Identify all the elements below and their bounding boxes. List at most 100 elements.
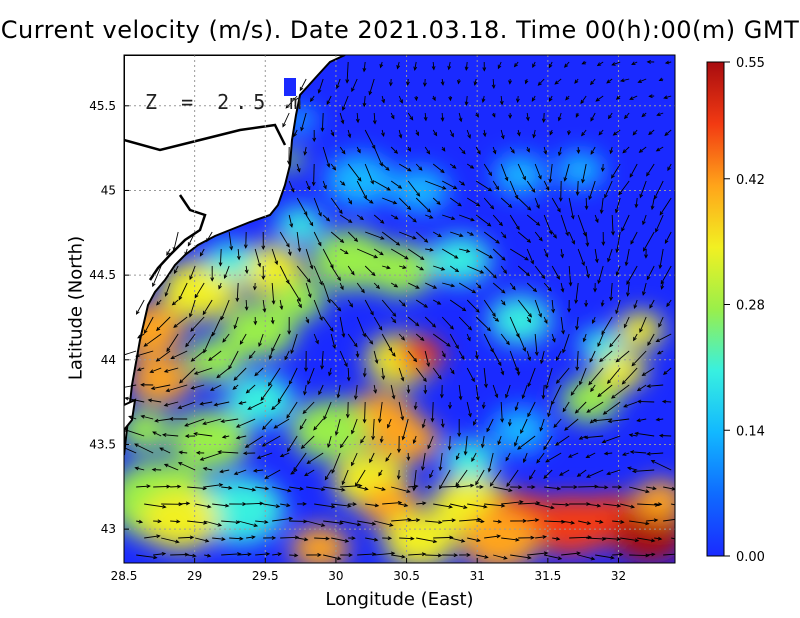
velocity-arrow [323, 486, 346, 492]
velocity-arrow [424, 146, 431, 155]
velocity-arrow [347, 265, 355, 276]
velocity-arrow [322, 180, 327, 190]
velocity-arrow [401, 418, 409, 441]
velocity-arrow [557, 112, 562, 122]
velocity-arrow [407, 180, 421, 197]
velocity-arrow [548, 61, 553, 69]
velocity-arrow [629, 450, 647, 454]
velocity-arrow [466, 231, 475, 236]
velocity-arrow [424, 282, 438, 289]
velocity-arrow [351, 78, 358, 93]
velocity-arrow [509, 180, 519, 200]
velocity-arrow [467, 503, 488, 509]
velocity-arrow [532, 61, 536, 69]
velocity-arrow [336, 384, 341, 399]
velocity-arrow [655, 214, 664, 233]
velocity-arrow [631, 61, 638, 65]
velocity-arrow [629, 95, 638, 100]
velocity-arrow [580, 95, 587, 105]
velocity-arrow [458, 350, 465, 360]
velocity-arrow [264, 469, 281, 479]
velocity-arrow [483, 265, 497, 279]
velocity-arrow [362, 401, 367, 424]
velocity-arrow [193, 432, 213, 437]
velocity-arrow [583, 435, 604, 440]
velocity-arrow [171, 299, 179, 306]
velocity-arrow [323, 554, 342, 561]
velocity-arrow [507, 418, 512, 427]
velocity-arrow [386, 418, 392, 429]
velocity-arrow [458, 282, 477, 294]
velocity-arrow [449, 367, 455, 375]
velocity-arrow [290, 469, 298, 475]
velocity-arrow [382, 197, 398, 205]
velocity-arrow [457, 78, 461, 85]
y-tick-label: 44 [101, 353, 116, 367]
velocity-arrow [362, 95, 367, 108]
velocity-arrow [644, 248, 648, 259]
velocity-arrow [558, 180, 563, 202]
velocity-arrow [534, 163, 542, 180]
velocity-arrow [520, 418, 528, 434]
colorbar-tick-label: 0.00 [736, 550, 765, 565]
velocity-arrow [552, 536, 561, 541]
velocity-arrow [505, 452, 511, 462]
velocity-arrow [522, 452, 528, 464]
velocity-arrow [330, 163, 337, 171]
velocity-arrow [432, 367, 442, 380]
velocity-arrow [347, 299, 354, 308]
velocity-arrow [390, 214, 399, 220]
velocity-arrow [560, 316, 565, 335]
velocity-arrow [574, 401, 587, 414]
velocity-arrow [328, 367, 332, 377]
velocity-arrow [382, 265, 391, 270]
velocity-arrow [356, 146, 361, 154]
velocity-arrow [618, 180, 630, 196]
velocity-arrow [517, 197, 532, 211]
velocity-arrow [414, 95, 419, 102]
velocity-blob [461, 510, 539, 563]
velocity-blob [396, 337, 444, 373]
velocity-arrow [475, 316, 492, 332]
velocity-arrow [517, 163, 526, 181]
velocity-arrow [153, 484, 171, 489]
velocity-arrow [441, 180, 458, 190]
velocity-arrow [166, 333, 179, 353]
velocity-arrow [399, 231, 417, 240]
velocity-arrow [415, 231, 429, 243]
velocity-arrow [609, 333, 621, 348]
velocity-arrow [596, 61, 604, 67]
velocity-arrow [493, 554, 508, 560]
velocity-arrow [593, 282, 597, 293]
velocity-arrow [548, 163, 553, 184]
velocity-arrow [188, 299, 196, 318]
velocity-arrow [480, 435, 485, 449]
x-axis-label: Longitude (East) [325, 589, 474, 610]
velocity-arrow [424, 350, 430, 368]
velocity-arrow [562, 401, 570, 413]
velocity-arrow [516, 129, 521, 137]
velocity-arrow [271, 282, 276, 305]
velocity-arrow [270, 316, 275, 325]
velocity-arrow [492, 282, 506, 294]
velocity-arrow [543, 214, 553, 235]
velocity-arrow [286, 401, 298, 419]
velocity-arrow [353, 384, 358, 401]
velocity-arrow [429, 469, 434, 479]
velocity-arrow [567, 299, 571, 313]
velocity-arrow [543, 316, 548, 325]
velocity-arrow [624, 248, 630, 267]
velocity-arrow [415, 367, 427, 383]
velocity-arrow [466, 163, 475, 169]
velocity-arrow [238, 401, 247, 405]
velocity-arrow [347, 231, 359, 242]
velocity-arrow [439, 469, 451, 490]
velocity-arrow [199, 248, 205, 257]
velocity-arrow [161, 433, 179, 437]
velocity-arrow [272, 552, 283, 557]
velocity-arrow [574, 78, 579, 84]
velocity-arrow [442, 518, 457, 523]
y-tick-label: 45 [101, 183, 116, 197]
velocity-arrow [447, 61, 452, 71]
